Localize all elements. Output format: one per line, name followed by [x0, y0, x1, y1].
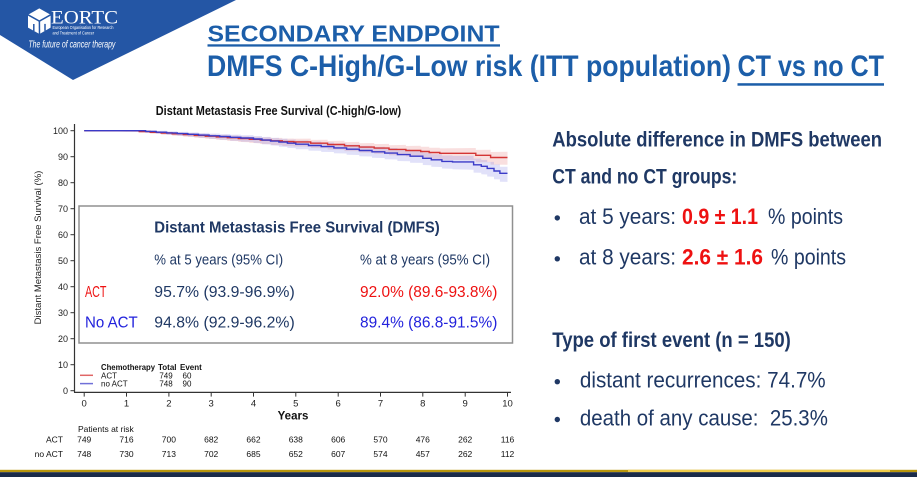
svg-text:89.4% (86.8-91.5%): 89.4% (86.8-91.5%) — [360, 314, 497, 331]
svg-text:748: 748 — [159, 380, 173, 389]
svg-text:749: 749 — [77, 435, 91, 445]
svg-text:CT and no CT groups:: CT and no CT groups: — [552, 164, 737, 188]
svg-text:116: 116 — [501, 435, 515, 445]
svg-text:EORTC: EORTC — [51, 8, 118, 29]
svg-text:European Organisation for Rese: European Organisation for Research — [53, 25, 114, 31]
svg-text:7: 7 — [378, 399, 383, 410]
svg-text:Years: Years — [278, 411, 309, 423]
svg-text:CT vs no CT: CT vs no CT — [738, 50, 885, 83]
svg-text:no ACT: no ACT — [35, 449, 63, 459]
svg-text:730: 730 — [119, 449, 133, 459]
svg-text:Distant Metastasis Free Surviv: Distant Metastasis Free Survival (C-high… — [156, 104, 401, 118]
svg-text:638: 638 — [289, 435, 303, 445]
svg-text:574: 574 — [373, 449, 387, 459]
svg-text:The future of cancer therapy: The future of cancer therapy — [28, 40, 116, 51]
svg-text:0: 0 — [63, 386, 68, 396]
svg-text:80: 80 — [58, 178, 68, 188]
svg-text:Total: Total — [158, 363, 177, 372]
svg-text:713: 713 — [162, 449, 176, 459]
svg-text:Distant Metastasis Free Surviv: Distant Metastasis Free Survival (DMFS) — [154, 220, 439, 237]
svg-text:% points: % points — [771, 245, 846, 270]
svg-text:0: 0 — [82, 399, 87, 410]
svg-text:10: 10 — [58, 360, 68, 370]
svg-text:DMFS C-High/G-Low risk (ITT po: DMFS C-High/G-Low risk (ITT population) — [207, 50, 731, 83]
svg-text:60: 60 — [183, 371, 192, 380]
svg-text:2.6 ± 1.6: 2.6 ± 1.6 — [682, 245, 763, 270]
svg-text:749: 749 — [159, 371, 173, 380]
svg-text:Event: Event — [180, 363, 202, 372]
svg-text:702: 702 — [204, 449, 218, 459]
svg-text:700: 700 — [162, 435, 176, 445]
svg-text:20: 20 — [58, 334, 68, 344]
svg-text:Absolute difference in DMFS be: Absolute difference in DMFS between — [552, 127, 882, 151]
svg-text:748: 748 — [77, 449, 91, 459]
svg-text:0.9 ± 1.1: 0.9 ± 1.1 — [682, 204, 758, 229]
svg-text:30: 30 — [58, 308, 68, 318]
svg-text:94.8% (92.9-96.2%): 94.8% (92.9-96.2%) — [154, 314, 294, 331]
svg-text:262: 262 — [458, 449, 472, 459]
svg-text:570: 570 — [373, 435, 387, 445]
svg-text:70: 70 — [58, 204, 68, 214]
svg-text:distant recurrences: 74.7%: distant recurrences: 74.7% — [580, 368, 826, 393]
svg-text:5: 5 — [293, 399, 298, 410]
svg-text:ACT: ACT — [46, 435, 63, 445]
svg-text:685: 685 — [246, 449, 260, 459]
svg-text:10: 10 — [502, 399, 513, 410]
svg-text:Patients at risk: Patients at risk — [78, 424, 134, 434]
svg-text:death of any cause: 25.3%: death of any cause: 25.3% — [580, 405, 828, 430]
svg-text:at 5 years:: at 5 years: — [579, 204, 676, 229]
svg-text:3: 3 — [209, 399, 214, 410]
svg-text:% at 8 years (95% CI): % at 8 years (95% CI) — [360, 253, 490, 269]
svg-text:Distant Metastasis Free Surviv: Distant Metastasis Free Survival (%) — [33, 171, 44, 325]
svg-text:682: 682 — [204, 435, 218, 445]
svg-text:40: 40 — [58, 282, 68, 292]
svg-text:% points: % points — [768, 204, 843, 229]
svg-text:662: 662 — [246, 435, 260, 445]
svg-text:112: 112 — [501, 449, 515, 459]
svg-text:652: 652 — [289, 449, 303, 459]
svg-text:6: 6 — [336, 399, 341, 410]
svg-text:50: 50 — [58, 256, 68, 266]
svg-text:8: 8 — [420, 399, 425, 410]
svg-text:60: 60 — [58, 230, 68, 240]
svg-text:ACT: ACT — [101, 371, 117, 380]
svg-text:No ACT: No ACT — [85, 314, 138, 331]
svg-text:Chemotherapy: Chemotherapy — [101, 363, 156, 372]
svg-text:SECONDARY ENDPOINT: SECONDARY ENDPOINT — [208, 21, 501, 47]
svg-text:no ACT: no ACT — [101, 380, 128, 389]
svg-text:607: 607 — [331, 449, 345, 459]
svg-text:1: 1 — [124, 399, 129, 410]
svg-text:90: 90 — [183, 380, 192, 389]
svg-text:Type of first event (n = 150): Type of first event (n = 150) — [552, 328, 791, 352]
svg-text:92.0% (89.6-93.8%): 92.0% (89.6-93.8%) — [360, 284, 497, 301]
svg-text:ACT: ACT — [85, 284, 107, 301]
svg-text:100: 100 — [53, 126, 68, 136]
svg-text:457: 457 — [416, 449, 430, 459]
svg-text:2: 2 — [166, 399, 171, 410]
svg-text:90: 90 — [58, 152, 68, 162]
svg-text:9: 9 — [463, 399, 468, 410]
svg-text:476: 476 — [416, 435, 430, 445]
svg-text:95.7% (93.9-96.9%): 95.7% (93.9-96.9%) — [154, 284, 294, 301]
svg-text:4: 4 — [251, 399, 256, 410]
svg-text:and Treatment of Cancer: and Treatment of Cancer — [53, 31, 95, 37]
svg-text:at 8 years:: at 8 years: — [579, 245, 676, 270]
svg-text:606: 606 — [331, 435, 345, 445]
svg-text:716: 716 — [119, 435, 133, 445]
svg-text:262: 262 — [458, 435, 472, 445]
svg-text:% at 5 years (95% CI): % at 5 years (95% CI) — [154, 253, 283, 269]
